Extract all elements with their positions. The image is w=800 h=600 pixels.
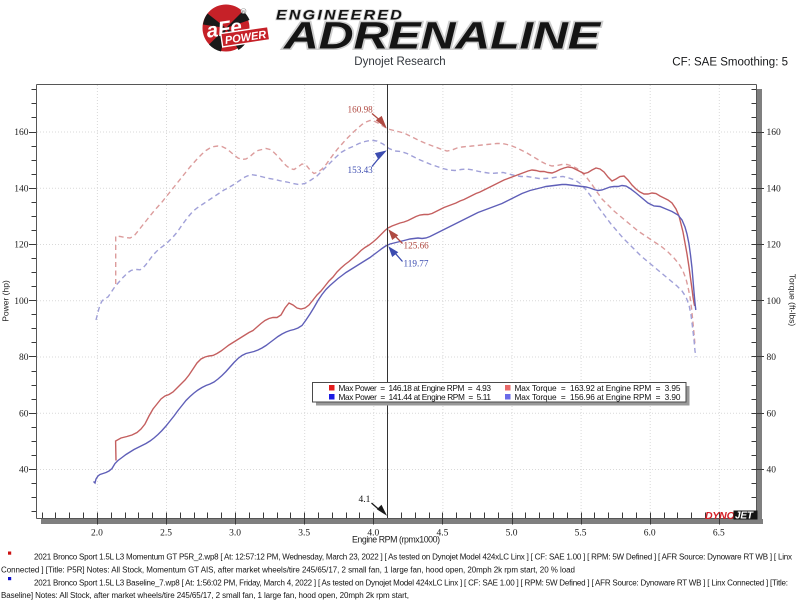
svg-text:ENGINEERED: ENGINEERED bbox=[276, 7, 404, 23]
svg-text:ADRENALINE: ADRENALINE bbox=[283, 16, 602, 58]
svg-text:2021 Bronco Sport 1.5L L3 Mome: 2021 Bronco Sport 1.5L L3 Momentum GT P5… bbox=[34, 553, 792, 562]
svg-text:Connected ] [Title: P5R] Note: Connected ] [Title: P5R] Notes: All Stoc… bbox=[1, 566, 575, 575]
svg-text:3.5: 3.5 bbox=[298, 529, 310, 539]
svg-text:100: 100 bbox=[767, 297, 782, 307]
svg-text:140: 140 bbox=[767, 184, 782, 194]
svg-text:80: 80 bbox=[767, 353, 777, 363]
svg-text:5.0: 5.0 bbox=[506, 529, 518, 539]
svg-text:Max Power = 141.44 at Engine: Max Power = 141.44 at Engine RPM = 5.11 bbox=[339, 392, 492, 402]
svg-text:2.0: 2.0 bbox=[91, 529, 103, 539]
svg-text:60: 60 bbox=[767, 409, 777, 419]
svg-text:125.66: 125.66 bbox=[404, 241, 430, 251]
svg-text:153.43: 153.43 bbox=[348, 165, 374, 175]
svg-text:120: 120 bbox=[767, 241, 782, 251]
svg-text:119.77: 119.77 bbox=[404, 259, 429, 269]
svg-text:160: 160 bbox=[14, 128, 29, 138]
svg-text:4.0: 4.0 bbox=[367, 529, 379, 539]
svg-text:40: 40 bbox=[767, 466, 777, 476]
svg-text:4.5: 4.5 bbox=[436, 529, 448, 539]
svg-text:160.98: 160.98 bbox=[348, 105, 374, 115]
svg-text:Baseline] Notes: All Stock, a: Baseline] Notes: All Stock, after market… bbox=[1, 591, 409, 600]
svg-text:80: 80 bbox=[19, 353, 29, 363]
svg-text:5.5: 5.5 bbox=[575, 529, 587, 539]
svg-text:Engine RPM (rpmx1000): Engine RPM (rpmx1000) bbox=[352, 535, 440, 545]
svg-text:6.5: 6.5 bbox=[713, 529, 725, 539]
svg-text:Max Torque = 156.96 at Engin: Max Torque = 156.96 at Engine RPM = 3.90 bbox=[515, 392, 681, 402]
svg-text:Dynojet Research: Dynojet Research bbox=[354, 56, 445, 68]
svg-text:Torque (ft-lbs): Torque (ft-lbs) bbox=[788, 274, 798, 327]
svg-text:40: 40 bbox=[19, 466, 29, 476]
svg-text:DYNO: DYNO bbox=[705, 510, 735, 522]
svg-text:4.1: 4.1 bbox=[359, 495, 371, 505]
svg-text:CF: SAE Smoothing: 5: CF: SAE Smoothing: 5 bbox=[672, 57, 788, 69]
svg-text:120: 120 bbox=[14, 241, 29, 251]
svg-text:3.0: 3.0 bbox=[229, 529, 241, 539]
svg-text:100: 100 bbox=[14, 297, 29, 307]
svg-text:Power (hp): Power (hp) bbox=[1, 280, 11, 322]
svg-text:6.0: 6.0 bbox=[644, 529, 656, 539]
svg-text:Max Power = 146.18 at Engine: Max Power = 146.18 at Engine RPM = 4.93 bbox=[339, 383, 492, 393]
svg-text:60: 60 bbox=[19, 409, 29, 419]
svg-text:Max Torque = 163.92 at Engin: Max Torque = 163.92 at Engine RPM = 3.95 bbox=[515, 383, 681, 393]
svg-text:R: R bbox=[242, 9, 245, 14]
svg-text:2.5: 2.5 bbox=[160, 529, 172, 539]
svg-text:JET: JET bbox=[735, 511, 754, 522]
svg-text:2021 Bronco Sport 1.5L L3 Base: 2021 Bronco Sport 1.5L L3 Baseline_7.wp8… bbox=[34, 579, 788, 588]
svg-text:160: 160 bbox=[767, 128, 782, 138]
svg-text:140: 140 bbox=[14, 184, 29, 194]
